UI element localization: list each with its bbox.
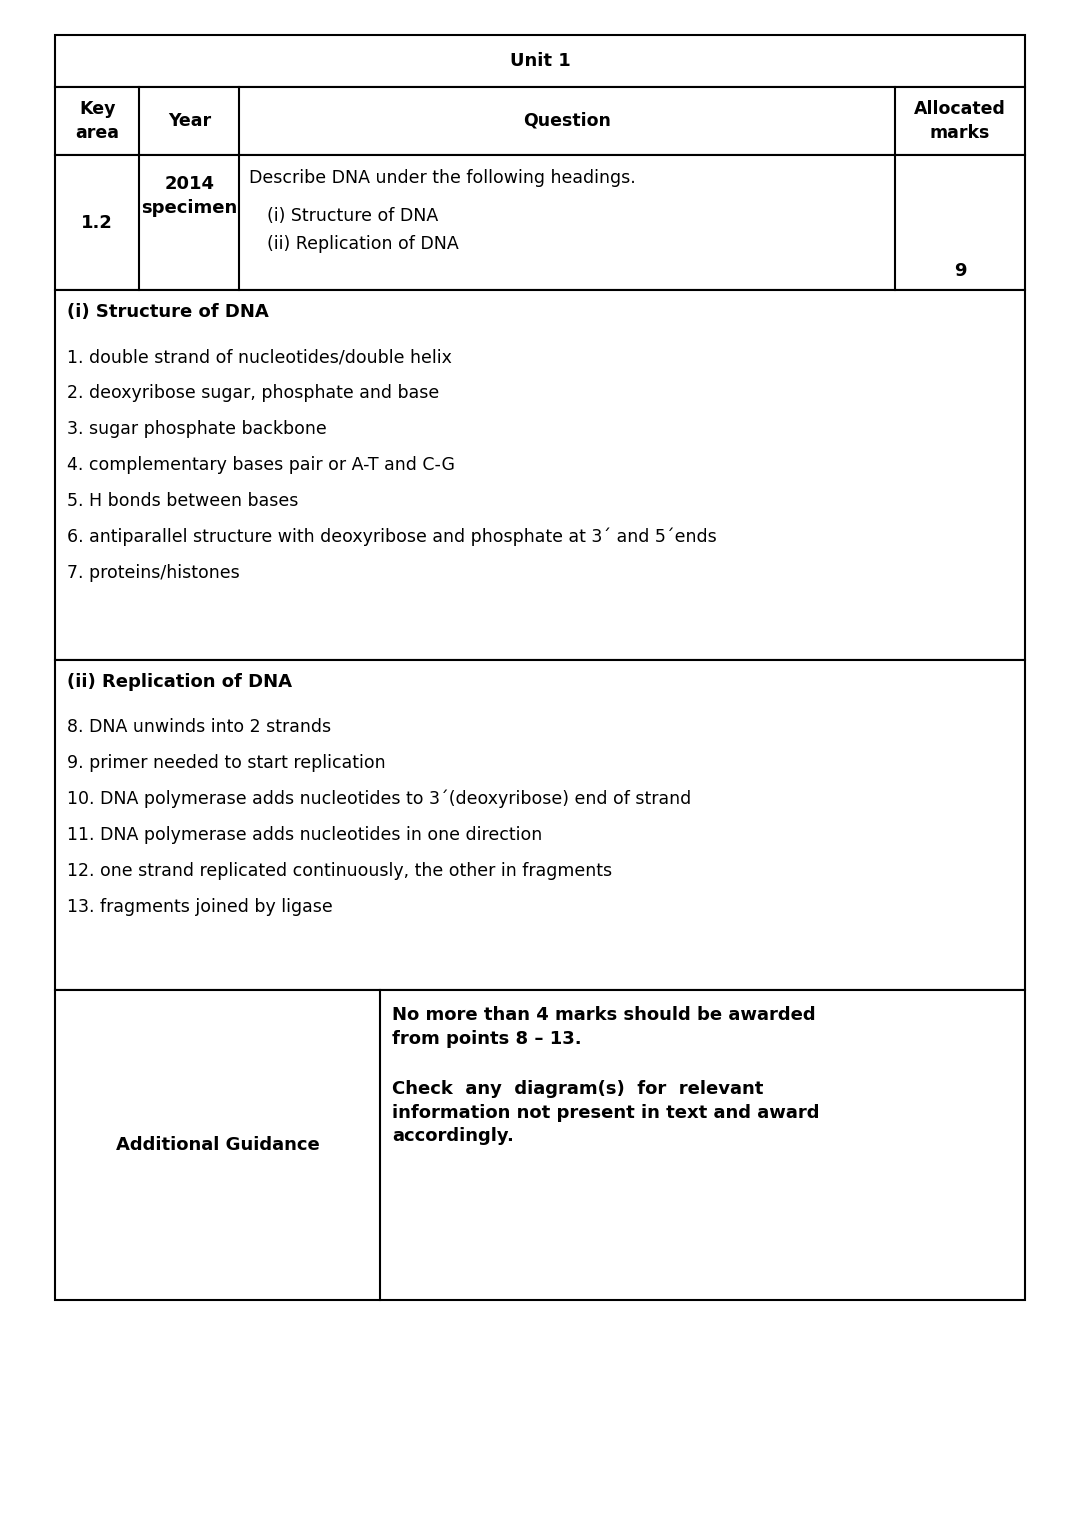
Text: (ii) Replication of DNA: (ii) Replication of DNA [267, 235, 459, 253]
Text: 4. complementary bases pair or A-T and C-G: 4. complementary bases pair or A-T and C… [67, 457, 455, 473]
Text: 1.2: 1.2 [81, 214, 113, 232]
Bar [55, 290, 1025, 660]
Bar [55, 660, 1025, 989]
Bar [55, 35, 1025, 87]
Bar [55, 156, 1025, 290]
Text: 8. DNA unwinds into 2 strands: 8. DNA unwinds into 2 strands [67, 718, 332, 736]
Text: 5. H bonds between bases: 5. H bonds between bases [67, 492, 298, 510]
Text: 3. sugar phosphate backbone: 3. sugar phosphate backbone [67, 420, 327, 438]
Text: Additional Guidance: Additional Guidance [116, 1136, 320, 1154]
Text: Allocated
marks: Allocated marks [914, 101, 1005, 142]
Text: 9: 9 [954, 263, 967, 279]
Text: Year: Year [167, 111, 211, 130]
Text: Question: Question [523, 111, 611, 130]
Text: 7. proteins/histones: 7. proteins/histones [67, 563, 240, 582]
Text: 10. DNA polymerase adds nucleotides to 3´(deoxyribose) end of strand: 10. DNA polymerase adds nucleotides to 3… [67, 789, 691, 808]
Text: 9. primer needed to start replication: 9. primer needed to start replication [67, 754, 386, 773]
Text: 12. one strand replicated continuously, the other in fragments: 12. one strand replicated continuously, … [67, 863, 612, 880]
Text: Describe DNA under the following headings.: Describe DNA under the following heading… [249, 169, 636, 186]
Text: 13. fragments joined by ligase: 13. fragments joined by ligase [67, 898, 333, 916]
Text: 2. deoxyribose sugar, phosphate and base: 2. deoxyribose sugar, phosphate and base [67, 383, 440, 402]
Text: 1. double strand of nucleotides/double helix: 1. double strand of nucleotides/double h… [67, 348, 451, 366]
Text: Unit 1: Unit 1 [510, 52, 570, 70]
Bar [55, 989, 1025, 1299]
Text: (ii) Replication of DNA: (ii) Replication of DNA [67, 673, 292, 692]
Text: 6. antiparallel structure with deoxyribose and phosphate at 3´ and 5´ends: 6. antiparallel structure with deoxyribo… [67, 528, 717, 547]
Text: No more than 4 marks should be awarded
from points 8 – 13.: No more than 4 marks should be awarded f… [392, 1006, 815, 1048]
Bar [55, 87, 1025, 156]
Text: (i) Structure of DNA: (i) Structure of DNA [67, 302, 269, 321]
Text: 11. DNA polymerase adds nucleotides in one direction: 11. DNA polymerase adds nucleotides in o… [67, 826, 542, 844]
Text: Check  any  diagram(s)  for  relevant
information not present in text and award
: Check any diagram(s) for relevant inform… [392, 1080, 820, 1145]
Text: 2014
specimen: 2014 specimen [141, 176, 238, 217]
Text: Key
area: Key area [76, 101, 119, 142]
Text: (i) Structure of DNA: (i) Structure of DNA [267, 208, 438, 224]
